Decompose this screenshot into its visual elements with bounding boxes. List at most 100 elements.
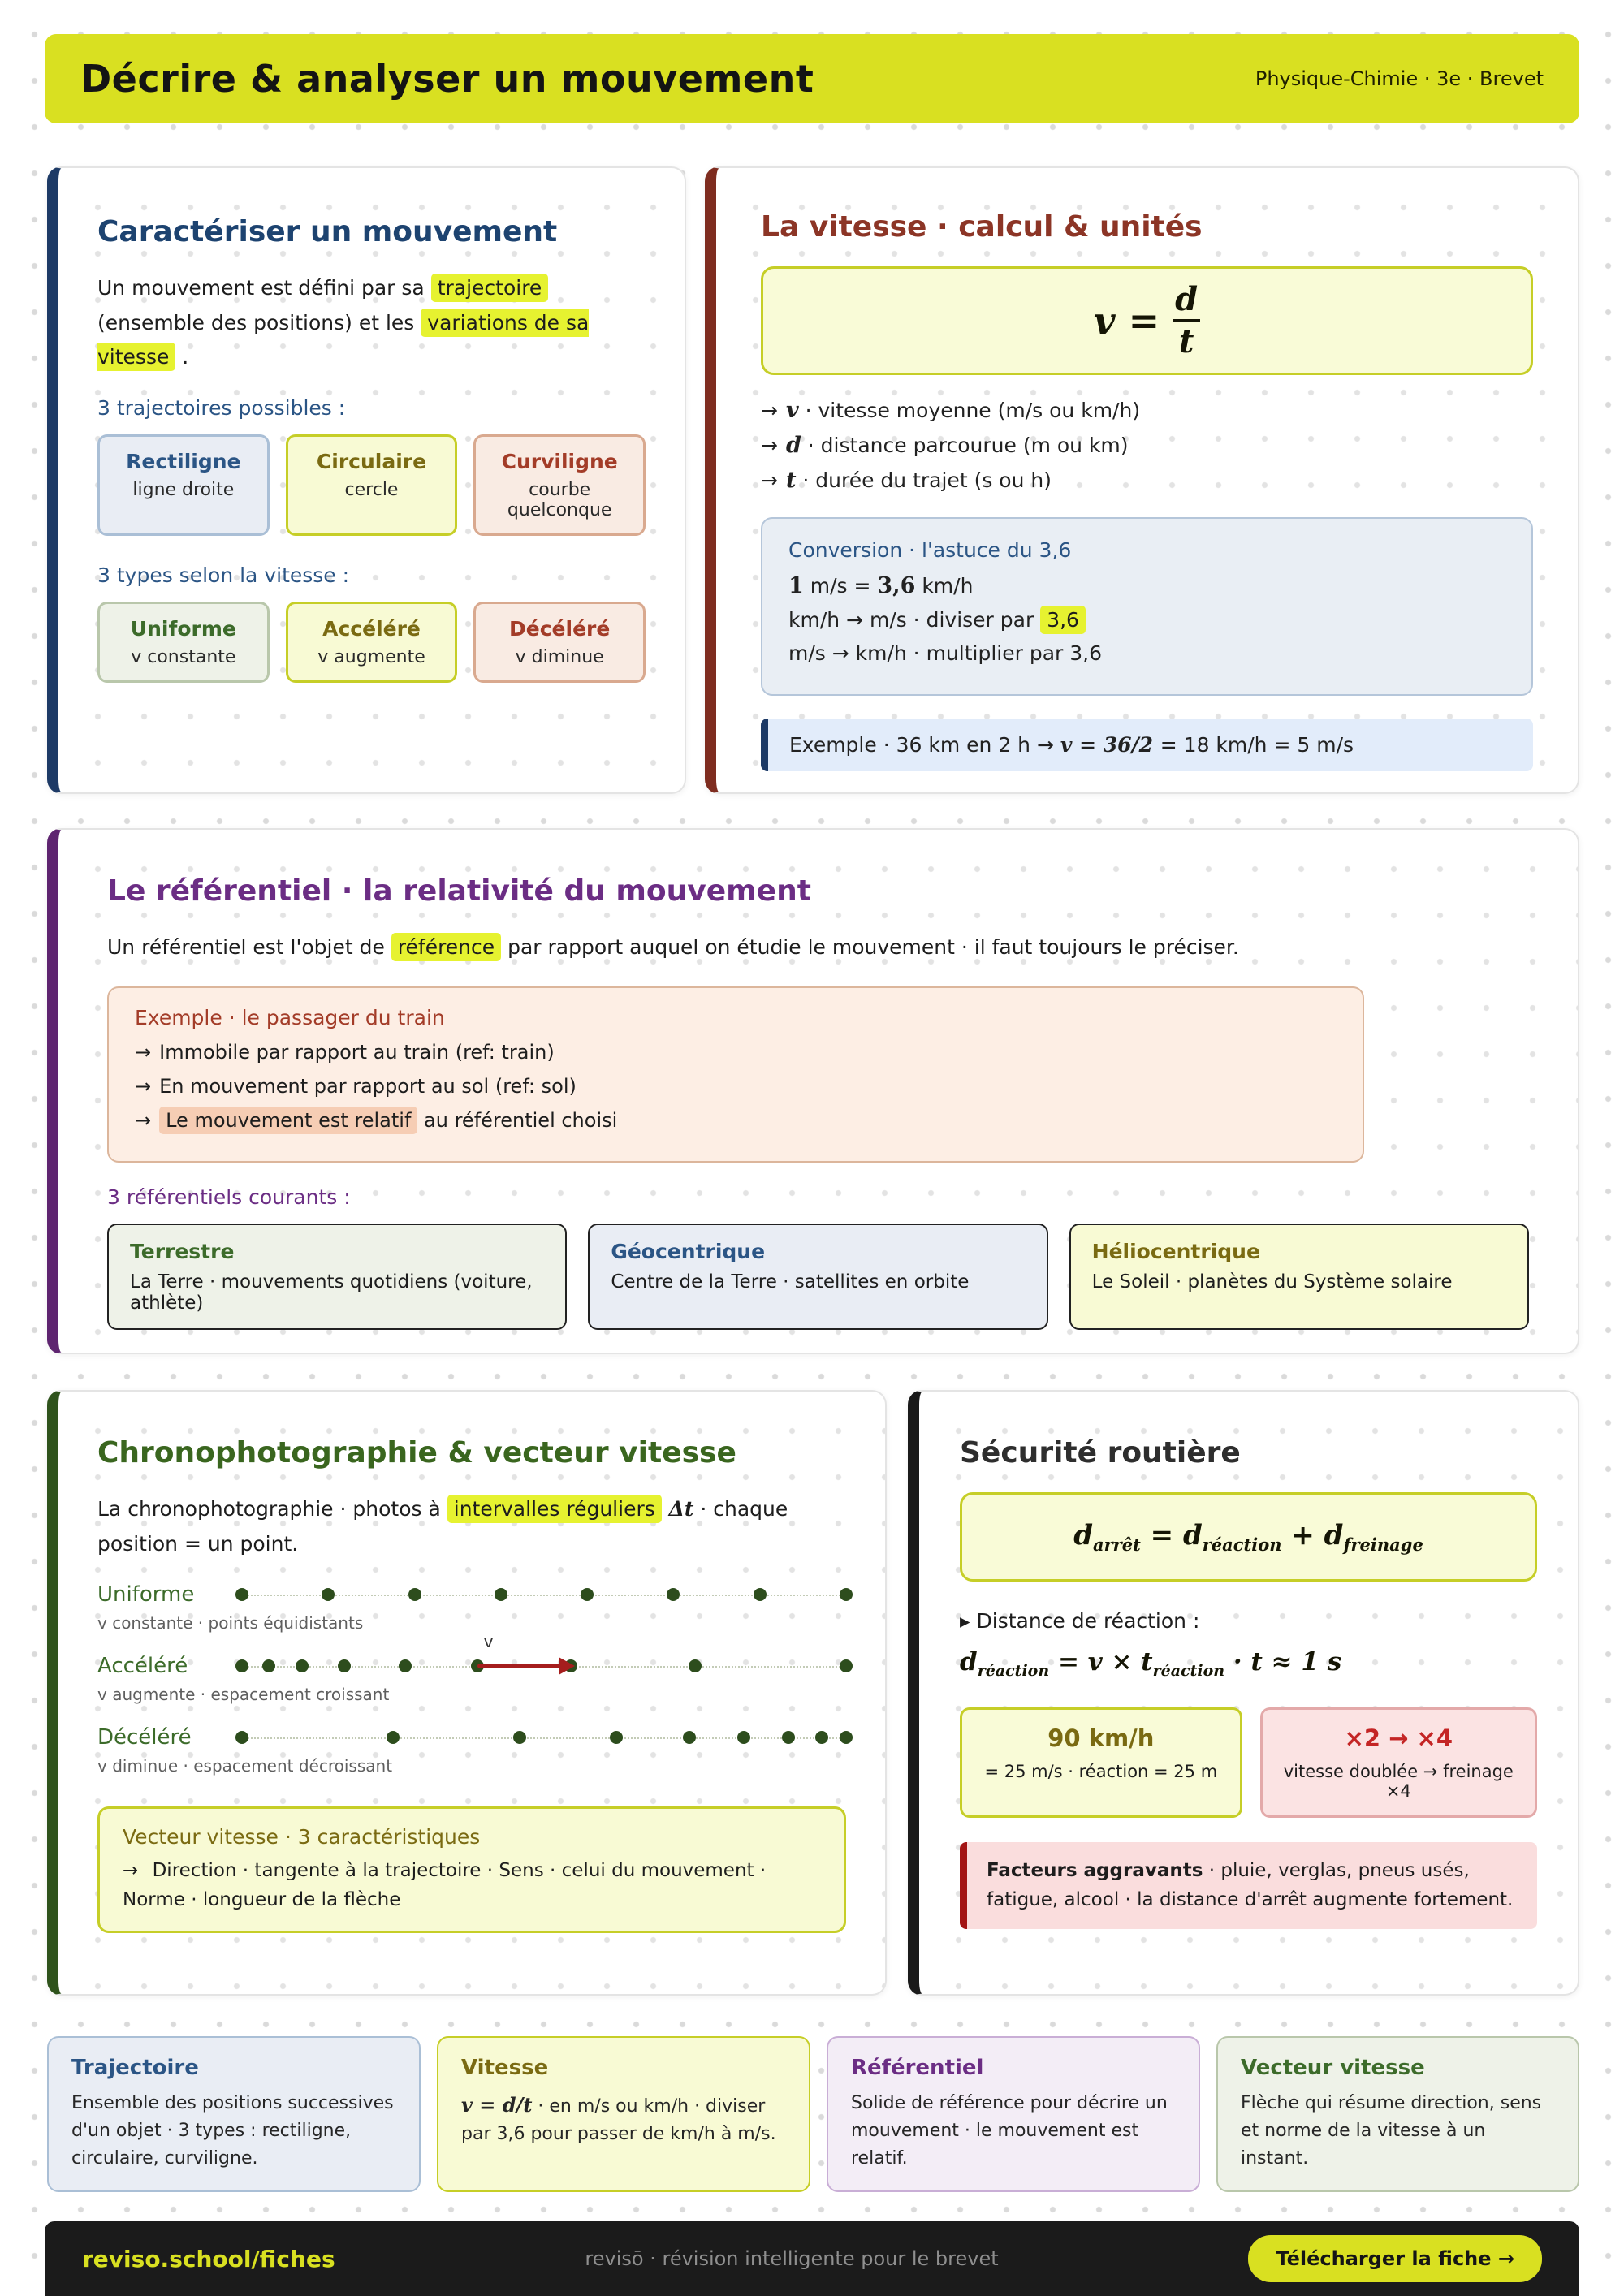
highlight-3-6: 3,6 xyxy=(1040,606,1086,634)
highlight-intervalles: intervalles réguliers xyxy=(447,1495,662,1523)
chrono-dot xyxy=(387,1731,400,1744)
chrono-dot xyxy=(815,1731,829,1744)
section-title: Caractériser un mouvement xyxy=(97,215,558,248)
intro-paragraph: Un référentiel est l'objet de référence … xyxy=(107,930,1529,965)
definition-text: · durée du trajet (s ou h) xyxy=(796,468,1052,492)
row-label: Accéléré xyxy=(97,1654,188,1678)
conversion-line-3: m/s → km/h · multiplier par 3,6 xyxy=(788,641,1103,665)
glossary-title: Vitesse xyxy=(461,2056,549,2080)
download-sheet-button[interactable]: Télécharger la fiche → xyxy=(1248,2235,1542,2282)
box-heliocentrique: Héliocentrique Le Soleil · planètes du S… xyxy=(1069,1223,1529,1330)
box-vitesse-doublee: ×2 → ×4 vitesse doublée → freinage ×4 xyxy=(1259,1707,1537,1818)
box-terrestre: Terrestre La Terre · mouvements quotidie… xyxy=(107,1223,568,1330)
math-var: d xyxy=(1073,1519,1093,1552)
highlight-reference: référence xyxy=(391,933,502,961)
box-title: Uniforme xyxy=(130,616,236,641)
highlight-trajectoire: trajectoire xyxy=(430,274,549,302)
row-caption: v constante · points équidistants xyxy=(97,1613,364,1633)
definition-text: · distance parcourue (m ou km) xyxy=(801,434,1129,457)
box-text: La Terre · mouvements quotidiens (voitur… xyxy=(130,1271,533,1314)
intro-text: (ensemble des positions) et les xyxy=(97,310,421,334)
box-subtitle: v augmente xyxy=(317,646,425,667)
definition-v: → v · vitesse moyenne (m/s ou km/h) xyxy=(761,398,1533,423)
box-90kmh: 90 km/h = 25 m/s · réaction = 25 m xyxy=(960,1707,1242,1818)
vecteur-box-title: Vecteur vitesse · 3 caractéristiques xyxy=(123,1825,481,1849)
section-title: Sécurité routière xyxy=(960,1436,1241,1470)
intro-text: . xyxy=(175,345,189,369)
chrono-dot xyxy=(235,1588,248,1601)
arrow-icon: → xyxy=(761,468,778,492)
glossary-title: Vecteur vitesse xyxy=(1241,2056,1425,2080)
chrono-dot xyxy=(667,1588,680,1601)
section-title: Chronophotographie & vecteur vitesse xyxy=(97,1436,736,1470)
card-vitesse-calcul-unites: La vitesse · calcul & unités v = d t → v … xyxy=(705,166,1579,794)
chrono-dot xyxy=(322,1588,335,1601)
box-text: Centre de la Terre · satellites en orbit… xyxy=(611,1271,970,1293)
section-title: Le référentiel · la relativité du mouvem… xyxy=(107,874,811,908)
header-banner: Décrire & analyser un mouvement Physique… xyxy=(45,34,1579,123)
referentiel-boxes: Terrestre La Terre · mouvements quotidie… xyxy=(107,1223,1529,1330)
warning-text: · pluie, verglas, pneus usés, fatigue, a… xyxy=(987,1859,1514,1910)
math-var: d xyxy=(960,1646,978,1677)
chrono-row-uniforme: Uniforme xyxy=(97,1582,853,1607)
velocity-vector-line xyxy=(477,1664,563,1668)
chrono-dot xyxy=(840,1588,853,1601)
intro-paragraph: La chronophotographie · photos à interva… xyxy=(97,1492,846,1561)
facteurs-aggravants-callout: Facteurs aggravants · pluie, verglas, pn… xyxy=(960,1841,1537,1930)
box-text: vitesse doublée → freinage ×4 xyxy=(1283,1761,1514,1801)
box-title: Terrestre xyxy=(130,1239,235,1263)
definition-t: → t · durée du trajet (s ou h) xyxy=(761,468,1533,493)
card-referentiel-relativite: Le référentiel · la relativité du mouvem… xyxy=(47,828,1579,1354)
formula-distance-reaction: dréaction = v × tréaction · t ≈ 1 s xyxy=(960,1647,1537,1680)
math-var: d xyxy=(1324,1519,1344,1552)
chrono-dot xyxy=(408,1588,421,1601)
glossary-card-vitesse: Vitesse v = d/t · en m/s ou km/h · divis… xyxy=(437,2036,810,2192)
velocity-vector-label: v xyxy=(483,1632,494,1651)
intro-text: · chaque position = un point. xyxy=(97,1497,788,1556)
arrow-icon: → xyxy=(123,1860,139,1881)
warning-title: Facteurs aggravants xyxy=(987,1859,1203,1881)
exemple-label: Exemple xyxy=(789,733,877,757)
box-title: Géocentrique xyxy=(611,1239,766,1263)
arrow-icon: → xyxy=(135,1074,152,1098)
box-title: Circulaire xyxy=(316,449,427,473)
chrono-dot xyxy=(235,1659,248,1672)
exemple-train-title: Exemple · le passager du train xyxy=(135,1005,445,1029)
highlight-mouvement-relatif: Le mouvement est relatif xyxy=(159,1106,418,1134)
exemple-train-box: Exemple · le passager du train → Immobile… xyxy=(107,986,1364,1163)
chrono-dot xyxy=(736,1731,750,1744)
chrono-dot xyxy=(610,1731,624,1744)
chrono-dot xyxy=(580,1588,594,1601)
box-curviligne: Curviligne courbe quelconque xyxy=(473,434,646,536)
label-distance-reaction: ▸ Distance de réaction : xyxy=(960,1608,1200,1633)
card-caracteriser-mouvement: Caractériser un mouvement Un mouvement e… xyxy=(47,166,686,794)
vecteur-text: Direction · tangente à la trajectoire · … xyxy=(123,1860,767,1910)
item-text: Immobile par rapport au train (ref: trai… xyxy=(159,1040,555,1064)
glossary-card-vecteur-vitesse: Vecteur vitesse Flèche qui résume direct… xyxy=(1216,2036,1579,2192)
subscript: freinage xyxy=(1343,1534,1423,1555)
box-rectiligne: Rectiligne ligne droite xyxy=(97,434,270,536)
subscript: arrêt xyxy=(1092,1534,1141,1555)
delta-t-symbol: Δt xyxy=(661,1497,694,1521)
chrono-dot xyxy=(840,1659,853,1672)
box-title: Décéléré xyxy=(509,616,611,641)
dot-track-decelere xyxy=(235,1726,853,1749)
glossary-text: v = d/t · en m/s ou km/h · diviser par 3… xyxy=(461,2090,786,2148)
chrono-dot xyxy=(262,1659,276,1672)
box-title: Curviligne xyxy=(501,449,618,473)
intro-text: La chronophotographie · photos à xyxy=(97,1497,447,1521)
intro-paragraph: Un mouvement est défini par sa trajectoi… xyxy=(97,271,646,375)
chrono-dot xyxy=(338,1659,352,1672)
chrono-dot xyxy=(689,1659,702,1672)
fraction-denominator: t xyxy=(1178,322,1194,360)
item-text: En mouvement par rapport au sol (ref: so… xyxy=(159,1074,577,1098)
train-item-1: → Immobile par rapport au train (ref: tra… xyxy=(135,1041,1337,1064)
item-text: au référentiel choisi xyxy=(417,1108,618,1132)
box-subtitle: courbe quelconque xyxy=(507,479,612,520)
fraction-numerator: d xyxy=(1175,280,1199,318)
glossary-text-rest: · en m/s ou km/h · diviser par 3,6 pour … xyxy=(461,2096,776,2145)
footer-bar: reviso.school/fiches revisō · révision i… xyxy=(45,2221,1579,2296)
label-referentiels-courants: 3 référentiels courants : xyxy=(107,1185,351,1209)
chrono-row-decelere: Décéléré xyxy=(97,1725,853,1750)
header-meta: Physique-Chimie · 3e · Brevet xyxy=(1255,67,1544,90)
